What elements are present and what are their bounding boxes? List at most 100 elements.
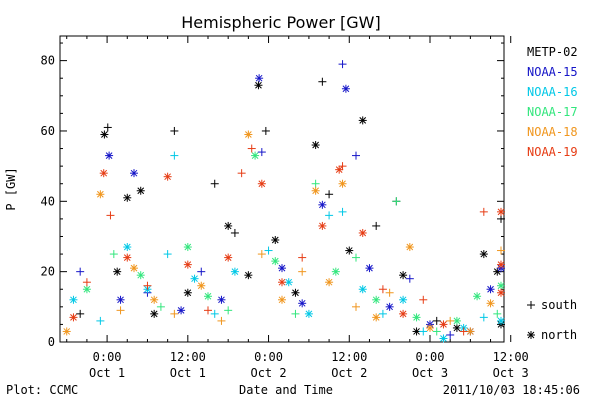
y-axis-label: P [GW] <box>4 167 18 210</box>
north-point <box>486 285 495 294</box>
south-point <box>217 316 226 325</box>
legend-entry: NOAA-16 <box>527 85 578 99</box>
north-point <box>298 299 307 308</box>
south-point <box>338 162 347 171</box>
south-point <box>298 253 307 262</box>
data-points <box>62 60 505 343</box>
x-tick-time-label: 0:00 <box>93 350 122 364</box>
y-tick-label: 20 <box>41 265 55 279</box>
north-point <box>271 236 280 244</box>
footer-right: 2011/10/03 18:45:06 <box>443 383 580 397</box>
north-point <box>486 299 495 308</box>
north-point <box>278 278 286 287</box>
north-point <box>271 257 280 266</box>
legend-entry: METP-02 <box>527 45 578 59</box>
north-point <box>311 141 320 150</box>
north-point <box>183 243 192 252</box>
north-point <box>399 309 408 318</box>
south-point <box>170 151 179 160</box>
y-tick-label: 60 <box>41 124 55 138</box>
north-point <box>96 190 105 199</box>
x-tick-date-label: Oct 3 <box>493 366 529 380</box>
north-point <box>136 271 145 280</box>
north-point <box>183 288 192 297</box>
north-point <box>82 285 91 294</box>
marker-legend-label: south <box>541 298 577 312</box>
north-point <box>497 207 505 216</box>
south-point <box>210 179 219 188</box>
north-point <box>190 274 199 283</box>
south-point <box>103 123 112 132</box>
south-point <box>224 306 233 315</box>
north-point <box>278 295 286 304</box>
south-point <box>230 228 239 237</box>
south-point <box>432 316 441 325</box>
north-marker-icon <box>527 331 535 339</box>
north-point <box>217 295 226 304</box>
south-point <box>378 285 387 294</box>
south-point <box>109 250 118 259</box>
south-point <box>257 250 266 259</box>
north-point <box>197 281 206 290</box>
north-point <box>150 309 159 318</box>
north-point <box>399 271 408 280</box>
north-point <box>204 292 212 301</box>
south-point <box>170 126 179 135</box>
south-point <box>497 214 505 223</box>
y-tick-label: 40 <box>41 194 55 208</box>
south-point <box>318 77 327 86</box>
south-point <box>210 309 219 318</box>
legend-entry: NOAA-17 <box>527 105 578 119</box>
south-point <box>143 281 152 290</box>
south-point <box>479 207 488 216</box>
north-point <box>278 264 286 273</box>
north-point <box>99 169 108 178</box>
north-point <box>318 200 327 209</box>
south-point <box>459 327 468 336</box>
legend-entry: NOAA-15 <box>527 65 578 79</box>
south-point <box>493 309 502 318</box>
south-point <box>247 144 256 153</box>
north-point <box>345 246 354 255</box>
north-point <box>335 165 344 174</box>
north-point <box>254 81 263 90</box>
south-point <box>197 267 206 276</box>
north-point <box>325 278 334 287</box>
south-point <box>385 288 394 297</box>
x-axis-label: Date and Time <box>239 383 333 397</box>
north-point <box>177 306 186 315</box>
south-point <box>204 306 212 315</box>
south-point <box>156 302 165 311</box>
south-point <box>405 274 414 283</box>
south-point <box>419 295 428 304</box>
x-tick-time-label: 0:00 <box>416 350 445 364</box>
north-point <box>257 179 266 188</box>
south-point <box>352 253 360 262</box>
north-point <box>123 193 132 202</box>
north-point <box>62 327 71 336</box>
legend-entry: NOAA-18 <box>527 125 578 139</box>
x-tick-date-label: Oct 2 <box>331 366 367 380</box>
south-point <box>338 207 347 216</box>
north-point <box>150 295 159 304</box>
north-point <box>224 221 233 230</box>
x-tick-time-label: 12:00 <box>170 350 206 364</box>
north-point <box>372 313 381 322</box>
x-tick-date-label: Oct 1 <box>89 366 125 380</box>
marker-legend: south north <box>527 298 577 342</box>
north-point <box>385 302 394 311</box>
north-point <box>123 253 132 262</box>
north-point <box>497 316 505 325</box>
south-point <box>170 309 179 318</box>
south-point <box>372 221 381 230</box>
series-legend: METP-02 NOAA-15 NOAA-16 NOAA-17 NOAA-18 NOAA-… <box>527 45 578 159</box>
north-point <box>244 271 253 280</box>
chart-title: Hemispheric Power [GW] <box>181 13 380 32</box>
north-point <box>69 313 78 322</box>
south-point <box>264 246 273 255</box>
north-point <box>224 253 233 262</box>
north-point <box>405 243 414 252</box>
south-point <box>392 197 401 206</box>
